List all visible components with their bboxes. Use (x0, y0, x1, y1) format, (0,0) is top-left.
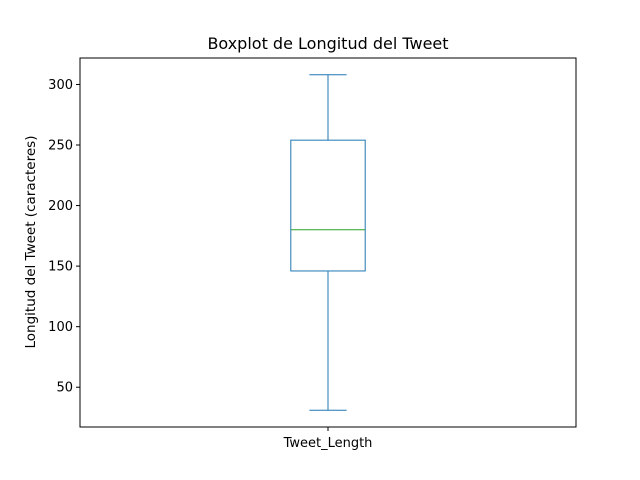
y-tick-label: 50 (56, 381, 73, 396)
y-axis-label: Longitud del Tweet (caracteres) (23, 136, 39, 349)
box-series (290, 74, 366, 411)
x-axis-ticks: Tweet_Length (283, 427, 373, 451)
x-tick-label: Tweet_Length (283, 436, 373, 451)
y-tick-label: 100 (48, 320, 73, 335)
y-tick-label: 200 (48, 199, 73, 214)
box-iqr (290, 139, 366, 272)
y-tick-label: 250 (48, 139, 73, 154)
y-tick-label: 150 (48, 260, 73, 275)
chart-title: Boxplot de Longitud del Tweet (207, 34, 448, 53)
y-axis-ticks: 50 100 150 200 250 300 (48, 78, 80, 396)
y-tick-label: 300 (48, 78, 73, 93)
